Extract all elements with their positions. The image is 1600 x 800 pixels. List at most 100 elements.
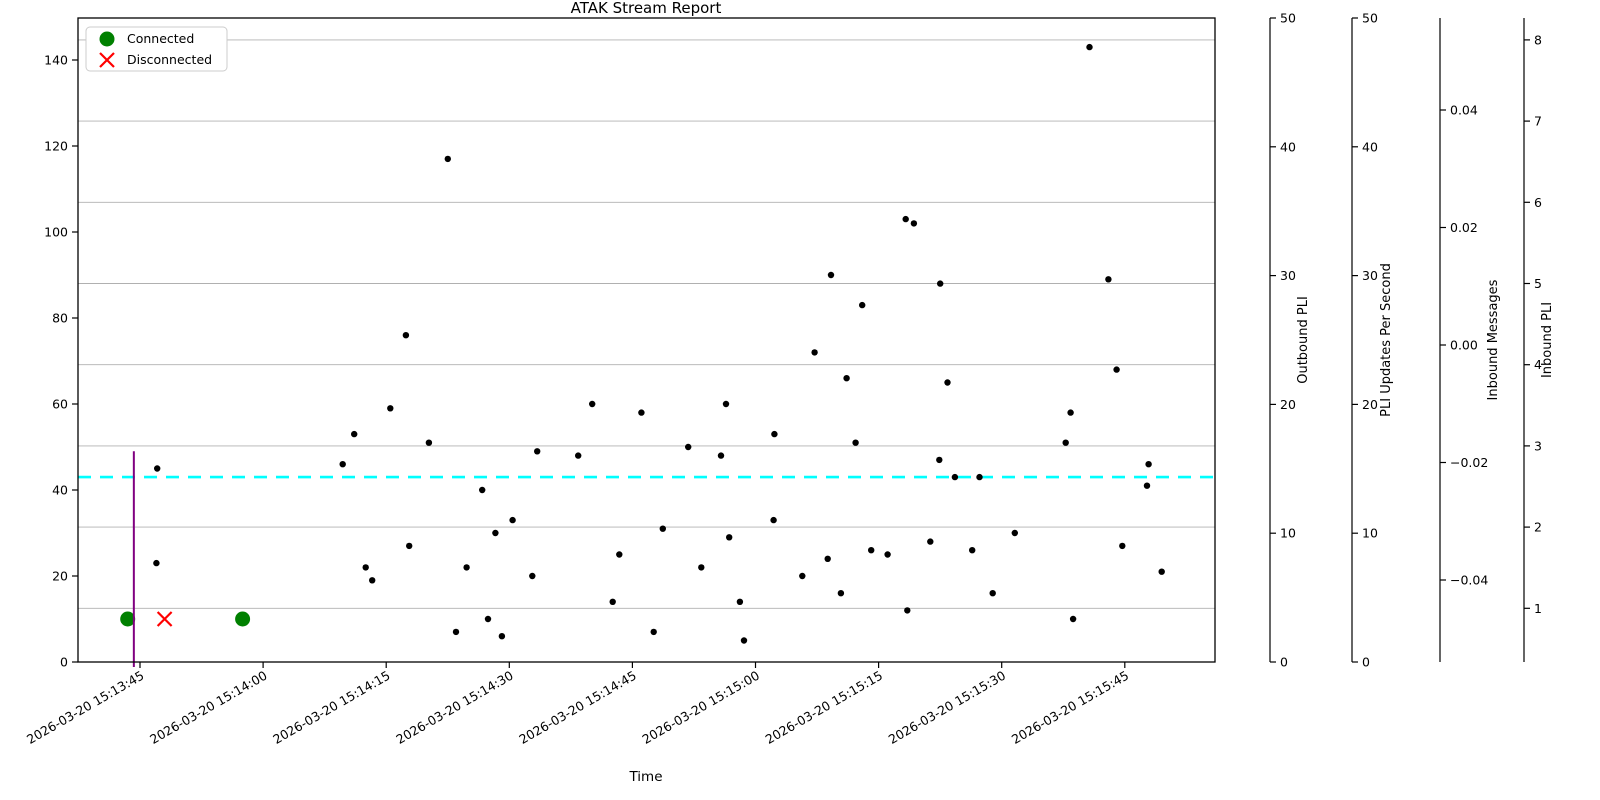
x-tick-label: 2026-03-20 15:15:45 <box>1009 668 1131 747</box>
legend: Connected Disconnected <box>85 26 228 72</box>
scatter-point <box>1069 615 1077 623</box>
x-tick-label: 2026-03-20 15:15:30 <box>886 668 1009 747</box>
legend-connected-label: Connected <box>127 31 194 46</box>
right-axis-tick-label: 1 <box>1534 601 1542 616</box>
right-axis-tick-label: 50 <box>1280 11 1296 26</box>
scatter-point <box>575 452 582 459</box>
x-tick-label: 2026-03-20 15:15:00 <box>640 668 763 747</box>
legend-disconnected-icon <box>99 52 115 68</box>
scatter-point <box>1011 529 1018 537</box>
scatter-point <box>1158 568 1165 575</box>
y-tick-label: 0 <box>60 655 68 670</box>
gridlines-layer <box>78 39 1215 609</box>
scatter-point <box>884 551 891 558</box>
right-axis-title: PLI Updates Per Second <box>1379 263 1394 417</box>
scatter-point <box>1062 439 1069 446</box>
scatter-point <box>1119 542 1126 550</box>
right-axis-tick-label: 30 <box>1280 268 1296 283</box>
scatter-point <box>351 430 358 438</box>
right-axis-tick-label: 8 <box>1534 32 1542 47</box>
x-tick-label: 2026-03-20 15:13:45 <box>24 668 146 747</box>
event-markers-layer <box>120 611 251 627</box>
right-axis-tick-label: 4 <box>1534 357 1542 372</box>
right-axis-title: Inbound PLI <box>1540 302 1555 378</box>
x-tick-label: 2026-03-20 15:14:15 <box>270 668 392 747</box>
scatter-point <box>944 379 951 386</box>
right-axis-tick-label: 40 <box>1280 139 1296 154</box>
y-tick-label: 80 <box>52 311 68 326</box>
y-tick-label: 60 <box>52 397 68 412</box>
scatter-point <box>534 448 541 455</box>
y-tick-label: 40 <box>52 483 68 498</box>
scatter-point <box>589 400 596 408</box>
right-axis-tick-label: 0 <box>1280 655 1288 670</box>
scatter-point <box>425 439 433 446</box>
scatter-point <box>936 456 943 464</box>
scatter-point <box>154 465 161 472</box>
right-axis-tick-label: −0.02 <box>1450 455 1488 470</box>
y-tick-label: 140 <box>44 53 68 68</box>
connected-marker <box>120 611 136 627</box>
y-tick-label: 20 <box>52 569 68 584</box>
scatter-point <box>1067 409 1074 416</box>
scatter-layer <box>153 43 1165 644</box>
scatter-point <box>492 529 499 537</box>
scatter-point <box>811 349 818 356</box>
scatter-point <box>685 443 692 451</box>
scatter-point <box>736 598 744 605</box>
scatter-point <box>771 430 778 438</box>
scatter-point <box>638 409 645 416</box>
scatter-point <box>904 607 911 614</box>
x-tick-label: 2026-03-20 15:14:00 <box>147 668 270 747</box>
legend-disconnected-label: Disconnected <box>127 52 212 67</box>
scatter-point <box>509 516 516 524</box>
scatter-point <box>902 215 909 223</box>
right-axis-tick-label: 20 <box>1362 397 1378 412</box>
scatter-point <box>650 628 657 636</box>
right-axis-tick-label: −0.04 <box>1450 573 1488 588</box>
right-axis-tick-label: 0.04 <box>1450 103 1478 118</box>
right-axis-tick-label: 10 <box>1280 526 1296 541</box>
scatter-point <box>463 564 470 571</box>
scatter-point <box>868 547 875 554</box>
scatter-point <box>609 598 616 605</box>
scatter-point <box>616 551 623 558</box>
scatter-point <box>824 555 831 562</box>
right-axis-tick-label: 7 <box>1534 114 1542 129</box>
connected-marker <box>235 611 251 627</box>
right-axis-tick-label: 40 <box>1362 139 1378 154</box>
right-axis-title: Inbound Messages <box>1486 279 1501 400</box>
y-tick-label: 100 <box>44 225 68 240</box>
scatter-point <box>659 525 666 532</box>
right-axis-tick-label: 50 <box>1362 11 1378 26</box>
scatter-point <box>1105 276 1112 283</box>
right-axis-tick-label: 0.02 <box>1450 220 1478 235</box>
scatter-point <box>852 439 859 446</box>
scatter-point <box>406 542 413 550</box>
scatter-point <box>969 547 976 554</box>
x-tick-label: 2026-03-20 15:14:30 <box>393 668 516 747</box>
scatter-point <box>387 405 394 412</box>
scatter-point <box>843 375 850 382</box>
y-tick-label: 120 <box>44 139 68 154</box>
legend-box <box>85 26 228 72</box>
right-axis-title: Outbound PLI <box>1296 296 1311 384</box>
scatter-point <box>698 564 705 571</box>
scatter-point <box>859 301 866 309</box>
right-axis-tick-label: 6 <box>1534 195 1542 210</box>
right-axis-tick-label: 3 <box>1534 438 1542 453</box>
scatter-point <box>339 461 346 468</box>
plot-border <box>77 17 1216 663</box>
chart-title: ATAK Stream Report <box>571 0 722 17</box>
x-axis-title: Time <box>628 769 662 785</box>
scatter-point <box>927 538 934 545</box>
right-axis-tick-label: 0.00 <box>1450 338 1478 353</box>
right-axis-tick-label: 2 <box>1534 520 1542 535</box>
scatter-point <box>452 628 460 636</box>
scatter-point <box>369 577 376 584</box>
scatter-point <box>484 615 492 623</box>
scatter-point <box>498 633 506 640</box>
scatter-point <box>402 332 410 339</box>
scatter-point <box>362 564 369 571</box>
